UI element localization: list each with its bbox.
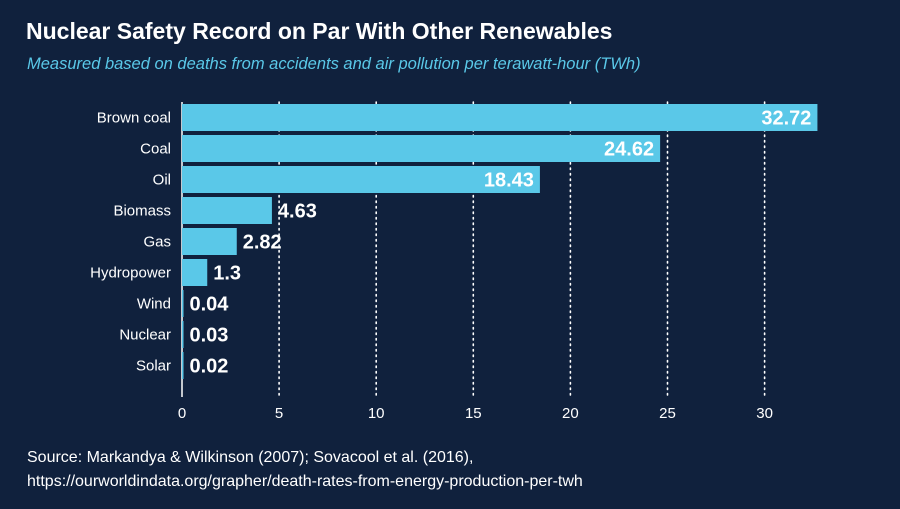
x-tick-label-5: 5 (275, 405, 283, 422)
bar-oil (182, 166, 540, 193)
x-tick-label-0: 0 (178, 405, 186, 422)
category-label-coal: Coal (140, 141, 171, 158)
bar-solar (182, 352, 184, 379)
category-label-gas: Gas (143, 234, 171, 251)
bar-nuclear (182, 321, 184, 348)
bar-chart: Brown coal Coal Oil Biomass Gas Hydropower Win… (90, 101, 818, 422)
x-tick-labels: 0 5 10 15 20 25 30 (178, 405, 773, 422)
category-label-brown-coal: Brown coal (97, 110, 171, 127)
bar-hydropower (182, 259, 208, 286)
bar-gas (182, 228, 237, 255)
category-label-biomass: Biomass (113, 203, 171, 220)
category-label-oil: Oil (153, 172, 171, 189)
category-label-hydropower: Hydropower (90, 265, 171, 282)
bars (182, 104, 818, 379)
value-labels: 32.72 24.62 18.43 4.63 2.821.3 0.04 0.03 0.02 (190, 108, 812, 378)
bar-coal (182, 135, 661, 162)
source-note: Source: Markandya & Wilkinson (2007); So… (27, 446, 583, 494)
value-label-hydropower: 1.3 (213, 263, 241, 285)
x-tick-label-20: 20 (562, 405, 579, 422)
value-label-brown-coal: 32.72 (761, 108, 811, 130)
category-label-solar: Solar (136, 358, 171, 375)
category-label-wind: Wind (137, 296, 171, 313)
x-tick-label-10: 10 (368, 405, 385, 422)
value-label-oil: 18.43 (484, 170, 534, 192)
source-line-1: Source: Markandya & Wilkinson (2007); So… (27, 449, 474, 466)
chart-subtitle: Measured based on deaths from accidents … (27, 55, 641, 73)
bar-wind (182, 290, 184, 317)
chart-title: Nuclear Safety Record on Par With Other … (26, 18, 613, 44)
bar-biomass (182, 197, 272, 224)
value-label-solar: 0.02 (190, 356, 229, 378)
x-tick-label-25: 25 (659, 405, 676, 422)
x-tick-label-30: 30 (756, 405, 773, 422)
source-line-2: https://ourworldindata.org/grapher/death… (27, 473, 583, 490)
bar-brown-coal (182, 104, 818, 131)
category-label-nuclear: Nuclear (119, 327, 171, 344)
x-tick-label-15: 15 (465, 405, 482, 422)
value-label-wind: 0.04 (190, 294, 230, 316)
value-label-gas: 2.82 (243, 232, 282, 254)
value-label-coal: 24.62 (604, 139, 654, 161)
value-label-biomass: 4.63 (278, 201, 317, 223)
value-label-nuclear: 0.03 (190, 325, 229, 347)
category-labels: Brown coal Coal Oil Biomass Gas Hydropower Win… (90, 110, 171, 375)
